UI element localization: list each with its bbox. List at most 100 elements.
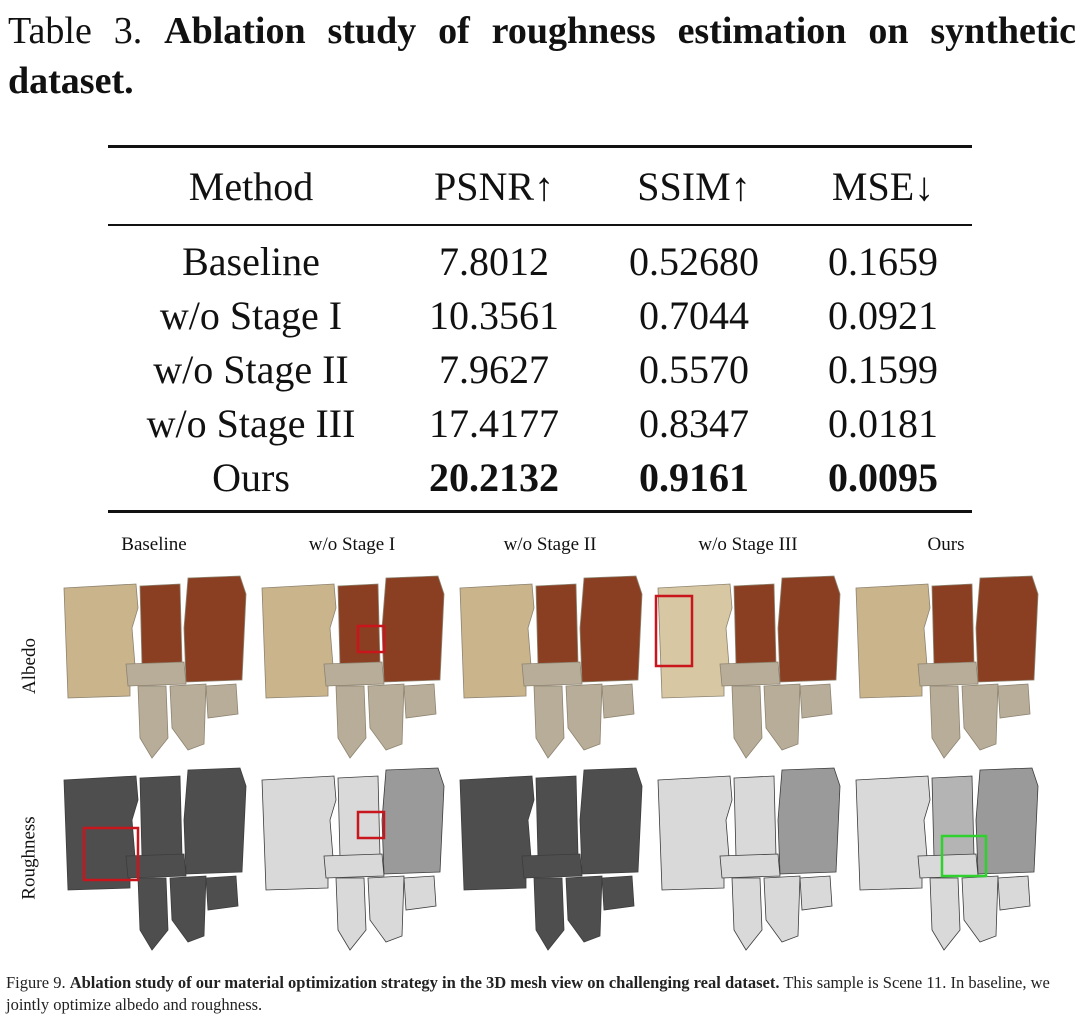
- right-room: [777, 575, 841, 683]
- roughness-panel: [56, 760, 252, 955]
- results-table: Method PSNR↑ SSIM↑ MSE↓ Baseline 7.8012 0.…: [108, 145, 972, 513]
- small-room: [205, 683, 239, 719]
- cell-ssim: 0.8347: [639, 400, 749, 446]
- mid-room: [733, 775, 777, 859]
- lower-left: [731, 685, 763, 759]
- corridor: [917, 661, 979, 687]
- row-label-text: Roughness: [19, 815, 40, 900]
- albedo-panel: [452, 568, 648, 763]
- roughness-render: [855, 767, 1039, 951]
- table-row: w/o Stage III 17.4177 0.8347 0.0181: [108, 396, 972, 450]
- table-header-row: Method PSNR↑ SSIM↑ MSE↓: [108, 148, 972, 224]
- left-room: [657, 583, 733, 699]
- small-room: [601, 875, 635, 911]
- small-room: [799, 683, 833, 719]
- column-label: w/o Stage II: [503, 534, 597, 555]
- cell-psnr: 20.2132: [429, 454, 559, 500]
- right-room: [579, 767, 643, 875]
- figure-caption: Figure 9. Ablation study of our material…: [6, 972, 1078, 1016]
- lower-left: [929, 877, 961, 951]
- right-room: [975, 575, 1039, 683]
- lower-right: [961, 875, 999, 943]
- cell-mse: 0.1659: [828, 238, 938, 284]
- mid-room: [535, 583, 579, 667]
- row-label: Albedo: [10, 568, 50, 763]
- albedo-panel: [650, 568, 846, 763]
- roughness-render: [261, 767, 445, 951]
- corridor: [521, 661, 583, 687]
- column-label: Baseline: [121, 534, 187, 555]
- header-psnr: PSNR↑: [433, 163, 555, 209]
- left-room: [459, 583, 535, 699]
- cell-method: w/o Stage I: [159, 292, 343, 338]
- cell-method: Baseline: [182, 238, 320, 284]
- highlight-box-red: [356, 624, 386, 654]
- highlight-box-red: [82, 826, 140, 882]
- cell-mse: 0.0181: [828, 400, 938, 446]
- left-room: [63, 583, 139, 699]
- left-room: [657, 775, 733, 891]
- lower-left: [137, 685, 169, 759]
- right-room: [183, 767, 247, 875]
- cell-mse: 0.0921: [828, 292, 938, 338]
- small-room: [997, 683, 1031, 719]
- right-room: [777, 767, 841, 875]
- highlight-box-red: [356, 810, 386, 840]
- albedo-render: [654, 575, 841, 759]
- figure-caption-bold: Ablation study of our material optimizat…: [69, 973, 780, 992]
- roughness-render: [459, 767, 643, 951]
- top-rule: [108, 145, 972, 148]
- mid-room: [931, 775, 975, 859]
- corridor: [125, 853, 187, 879]
- albedo-render: [855, 575, 1039, 759]
- roughness-panel: [254, 760, 450, 955]
- lower-right: [169, 683, 207, 751]
- right-room: [381, 575, 445, 683]
- lower-right: [763, 683, 801, 751]
- cell-ssim: 0.9161: [639, 454, 749, 500]
- cell-psnr: 7.9627: [439, 346, 549, 392]
- lower-right: [565, 683, 603, 751]
- mid-room: [139, 775, 183, 859]
- left-room: [459, 775, 535, 891]
- figure-9: Baseline w/o Stage I w/o Stage II w/o Stage…: [0, 528, 1080, 958]
- mid-room: [535, 775, 579, 859]
- right-room: [381, 767, 445, 875]
- cell-ssim: 0.5570: [639, 346, 749, 392]
- corridor: [719, 853, 781, 879]
- highlight-box-green: [940, 834, 988, 878]
- table-row: Ours 20.2132 0.9161 0.0095: [108, 450, 972, 510]
- table-row: w/o Stage I 10.3561 0.7044 0.0921: [108, 288, 972, 342]
- lower-right: [961, 683, 999, 751]
- small-room: [997, 875, 1031, 911]
- left-room: [261, 583, 337, 699]
- cell-ssim: 0.52680: [629, 238, 759, 284]
- lower-left: [533, 685, 565, 759]
- table-caption-prefix: Table 3.: [8, 10, 143, 52]
- lower-right: [169, 875, 207, 943]
- bottom-rule: [108, 510, 972, 513]
- roughness-render: [63, 767, 247, 951]
- lower-left: [137, 877, 169, 951]
- cell-mse: 0.1599: [828, 346, 938, 392]
- column-label: w/o Stage III: [698, 534, 798, 555]
- figure-caption-rest: This sample is Scene 11. In baseline, we…: [6, 973, 1050, 1014]
- header-method: Method: [188, 163, 314, 209]
- right-room: [579, 575, 643, 683]
- lower-right: [367, 683, 405, 751]
- header-ssim: SSIM↑: [637, 163, 751, 209]
- lower-right: [565, 875, 603, 943]
- mid-room: [931, 583, 975, 667]
- roughness-panel: [848, 760, 1044, 955]
- corridor: [323, 853, 385, 879]
- right-room: [975, 767, 1039, 875]
- table-row: Baseline 7.8012 0.52680 0.1659: [108, 226, 972, 288]
- left-room: [855, 775, 931, 891]
- lower-right: [367, 875, 405, 943]
- mid-room: [733, 583, 777, 667]
- lower-left: [335, 685, 367, 759]
- corridor: [323, 661, 385, 687]
- roughness-panel: [650, 760, 846, 955]
- small-room: [799, 875, 833, 911]
- cell-mse: 0.0095: [828, 454, 938, 500]
